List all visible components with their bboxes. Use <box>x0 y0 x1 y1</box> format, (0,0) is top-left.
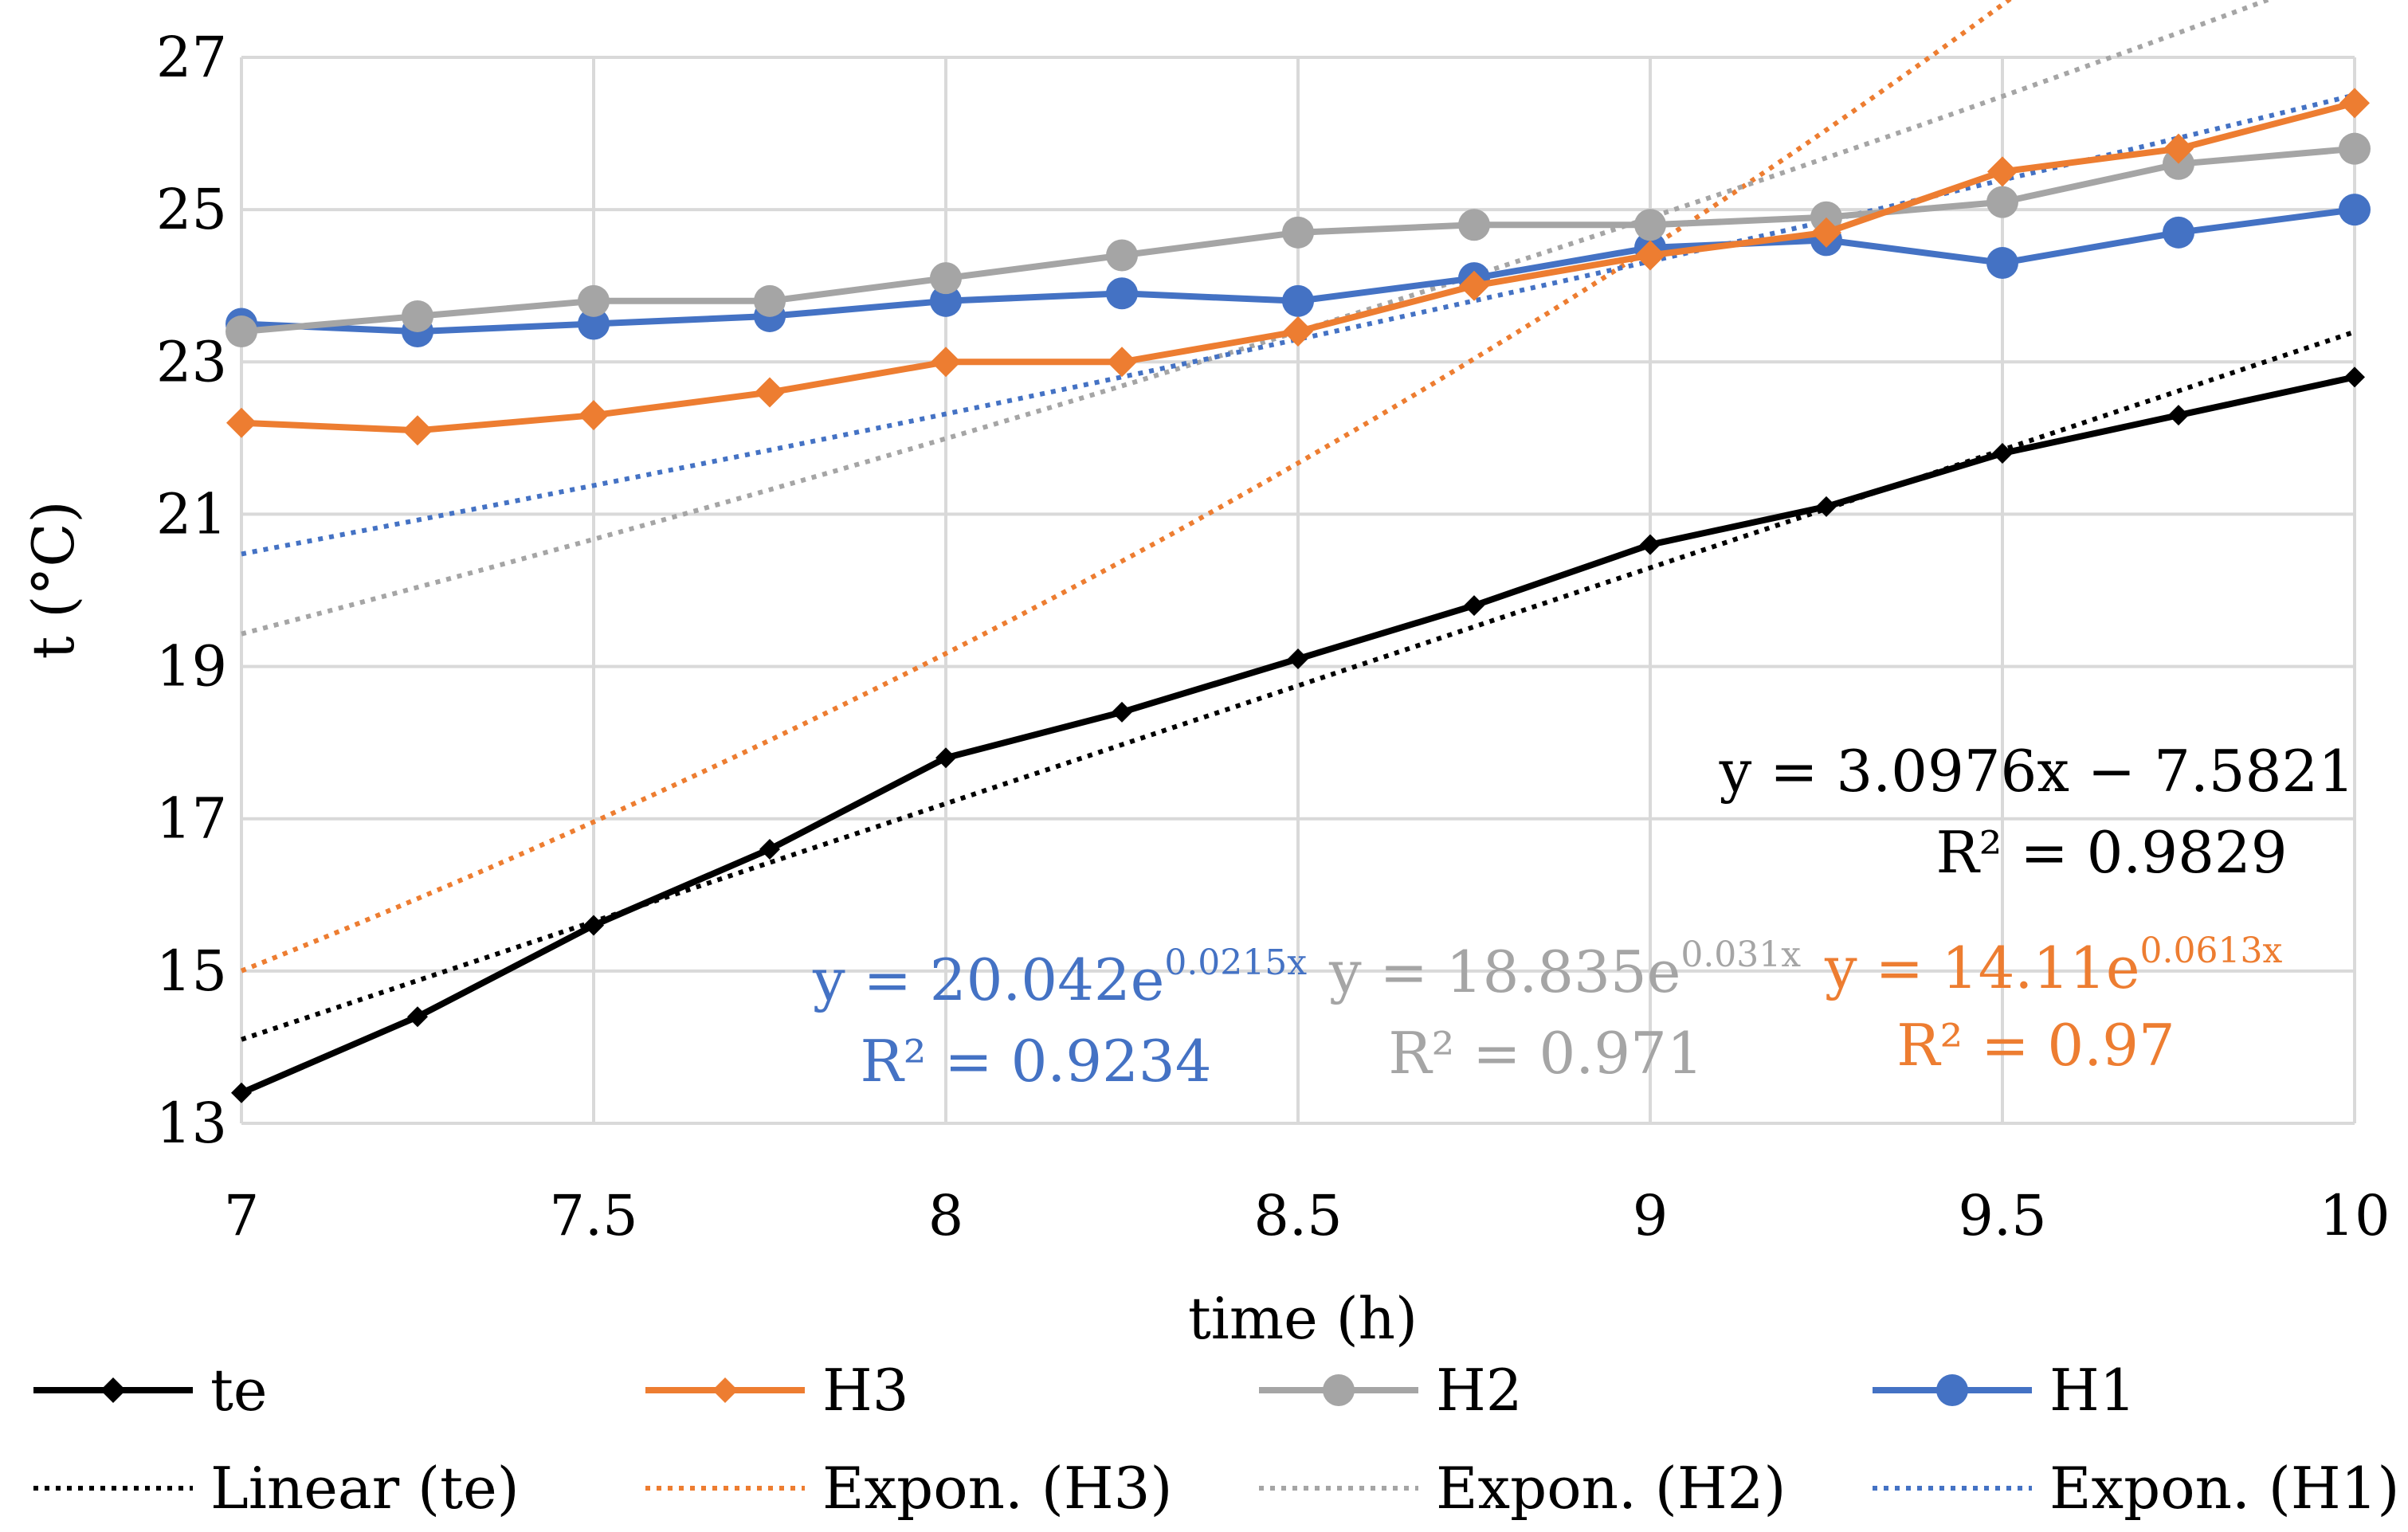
data-point-h3 <box>1283 316 1313 347</box>
data-point-te <box>583 915 604 936</box>
legend-label-trend-te: Linear (te) <box>210 1455 520 1522</box>
data-point-h3 <box>931 347 961 378</box>
data-point-h3 <box>1811 217 1841 248</box>
data-point-te <box>1640 534 1661 555</box>
data-point-h2 <box>2163 147 2194 180</box>
tick-labels: 13 15 17 19 21 23 25 27 7 7.5 8 8.5 9 9.5 10 <box>156 25 2390 1248</box>
legend-label-h3: H3 <box>822 1357 909 1424</box>
data-point-te <box>231 1082 252 1103</box>
data-point-h2 <box>1282 216 1314 249</box>
data-point-h2 <box>1106 239 1138 272</box>
x-tick-label: 9 <box>1633 1183 1669 1248</box>
x-tick-label: 8.5 <box>1253 1183 1342 1248</box>
equation-te: y = 3.0976x − 7.5821 <box>1719 738 2355 805</box>
trendline-h3 <box>240 0 2013 974</box>
data-point-h1 <box>2163 216 2194 249</box>
x-tick-label: 8 <box>928 1183 964 1248</box>
data-point-h2 <box>930 262 962 295</box>
legend: te H3 H2 H1 Linear (te) Expon. (H3) Expon. (H2… <box>33 1357 2400 1522</box>
x-tick-label: 7 <box>224 1183 260 1248</box>
data-point-h3 <box>1987 156 2018 187</box>
data-point-h3 <box>226 407 257 438</box>
y-tick-label: 21 <box>156 481 227 547</box>
legend-label-trend-h3: Expon. (H3) <box>822 1455 1173 1522</box>
y-tick-label: 23 <box>156 329 227 394</box>
y-tick-label: 27 <box>156 25 227 90</box>
annotation-te: y = 3.0976x − 7.5821 R² = 0.9829 <box>1719 738 2355 886</box>
annotation-h3: y = 14.11e0.0613x R² = 0.97 <box>1824 931 2282 1079</box>
x-tick-label: 10 <box>2319 1183 2390 1248</box>
data-point-h2 <box>754 284 786 317</box>
data-point-h1 <box>930 284 962 317</box>
legend-marker-te <box>100 1377 126 1403</box>
y-tick-label: 17 <box>156 786 227 852</box>
equation-h1: y = 20.042e0.0215x <box>812 942 1307 1013</box>
data-point-h2 <box>1810 201 1842 233</box>
data-point-h1 <box>1106 277 1138 310</box>
data-point-te <box>407 1006 428 1028</box>
data-point-h2 <box>226 315 257 348</box>
data-point-h1 <box>1986 247 2018 280</box>
data-point-h3 <box>1459 270 1489 301</box>
data-point-h1 <box>578 308 610 340</box>
series-lines <box>226 88 2371 1103</box>
equation-h3: y = 14.11e0.0613x <box>1824 931 2282 1001</box>
data-point-te <box>759 838 780 860</box>
annotation-h1: y = 20.042e0.0215x R² = 0.9234 <box>812 942 1307 1095</box>
legend-marker-h1 <box>1936 1374 1968 1406</box>
data-point-h3 <box>2163 133 2194 164</box>
data-point-te <box>1112 701 1132 723</box>
data-point-te <box>1288 648 1308 670</box>
legend-marker-h2 <box>1323 1374 1355 1406</box>
legend-label-trend-h1: Expon. (H1) <box>2049 1455 2400 1522</box>
y-axis-title: t (°C) <box>20 500 87 659</box>
r2-h1: R² = 0.9234 <box>860 1028 1211 1095</box>
trendline-h2 <box>241 0 2275 637</box>
data-point-h2 <box>578 284 610 317</box>
y-tick-label: 15 <box>156 938 227 1004</box>
data-point-h3 <box>1635 240 1665 271</box>
x-axis-title: time (h) <box>1188 1285 1418 1352</box>
data-point-te <box>2168 405 2189 426</box>
data-point-te <box>2344 366 2365 388</box>
legend-marker-h3 <box>712 1377 738 1403</box>
data-point-h3 <box>1107 347 1137 378</box>
data-point-h2 <box>1634 209 1666 241</box>
y-tick-label: 13 <box>156 1091 227 1156</box>
data-point-h1 <box>2339 194 2371 226</box>
data-point-te <box>1992 442 2013 464</box>
equation-h2: y = 18.835e0.031x <box>1328 934 1801 1005</box>
data-point-te <box>1816 496 1837 517</box>
r2-h3: R² = 0.97 <box>1896 1012 2175 1079</box>
legend-label-te: te <box>210 1357 268 1424</box>
y-tick-label: 25 <box>156 177 227 242</box>
data-point-h3 <box>2339 88 2370 119</box>
data-point-h2 <box>1986 186 2018 218</box>
legend-label-trend-h2: Expon. (H2) <box>1436 1455 1786 1522</box>
y-tick-label: 19 <box>156 634 227 699</box>
legend-label-h1: H1 <box>2049 1357 2136 1424</box>
data-point-te <box>1464 595 1484 617</box>
r2-h2: R² = 0.971 <box>1388 1020 1703 1087</box>
annotation-h2: y = 18.835e0.031x R² = 0.971 <box>1328 934 1801 1087</box>
data-point-h3 <box>755 377 785 408</box>
x-tick-label: 7.5 <box>549 1183 637 1248</box>
x-tick-label: 9.5 <box>1958 1183 2046 1248</box>
data-point-h3 <box>578 400 609 431</box>
data-point-h1 <box>1282 284 1314 317</box>
r2-te: R² = 0.9829 <box>1935 819 2287 886</box>
data-point-h2 <box>2339 132 2371 165</box>
legend-label-h2: H2 <box>1436 1357 1523 1424</box>
data-point-h2 <box>402 300 433 332</box>
data-point-h2 <box>1458 209 1490 241</box>
data-point-te <box>935 747 956 769</box>
data-point-h3 <box>402 415 433 446</box>
